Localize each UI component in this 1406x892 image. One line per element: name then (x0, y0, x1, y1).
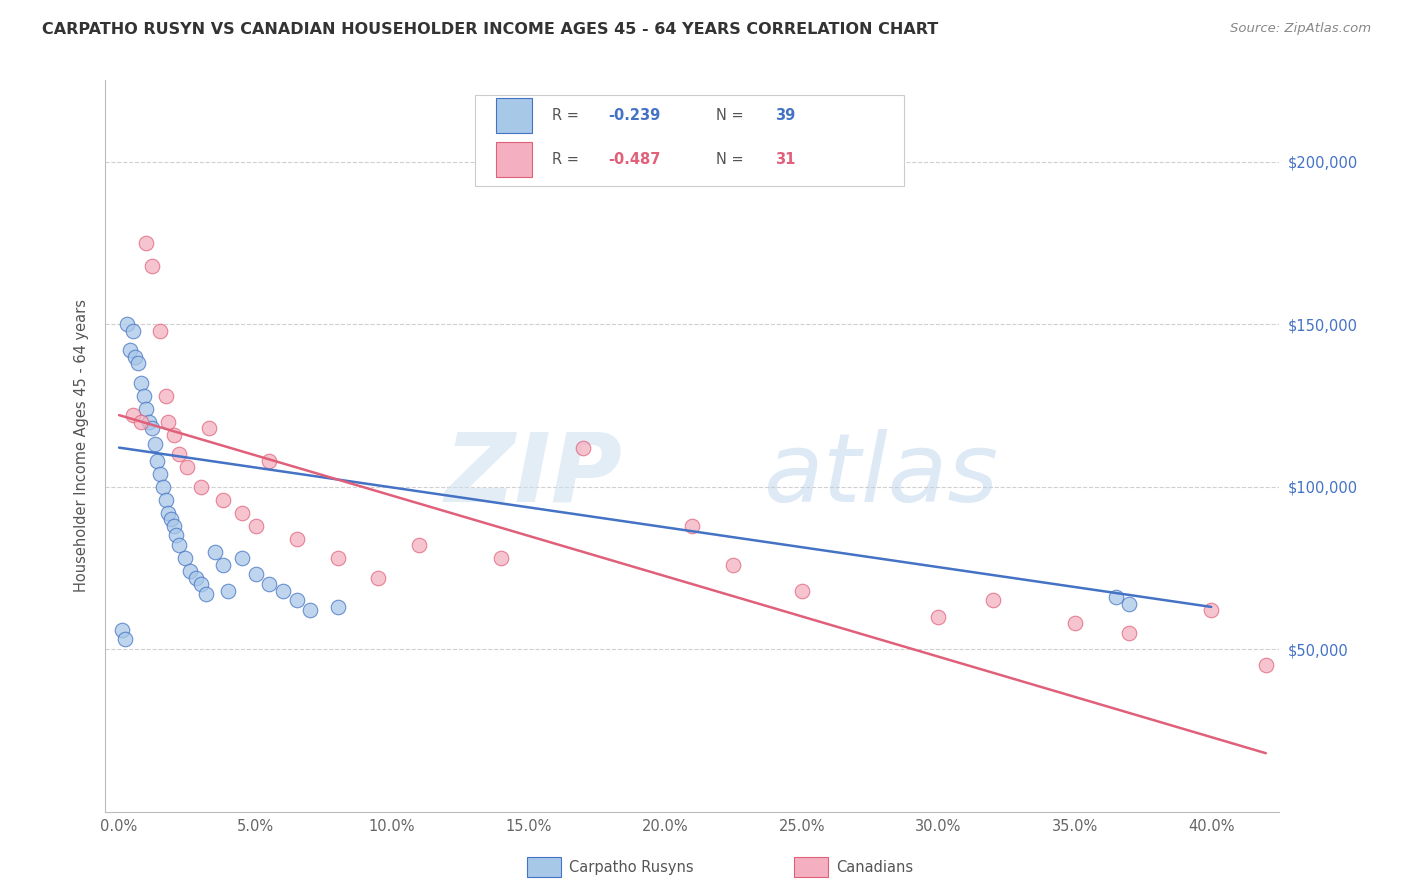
Point (118, 343, 141, 357)
Point (160, 512, 183, 526)
Point (141, 259, 163, 273)
Text: Canadians: Canadians (837, 860, 914, 874)
Point (124, 350, 146, 364)
Point (723, 558, 745, 572)
Point (245, 567, 267, 582)
Point (790, 583, 813, 598)
Point (285, 532, 308, 546)
Point (165, 528, 187, 542)
Text: -0.487: -0.487 (607, 153, 661, 167)
Point (117, 317, 139, 331)
Point (211, 558, 233, 572)
Point (259, 453, 281, 467)
Point (367, 571, 389, 585)
Point (155, 492, 177, 507)
Y-axis label: Householder Income Ages 45 - 64 years: Householder Income Ages 45 - 64 years (75, 300, 90, 592)
Point (167, 447, 190, 461)
Text: R =: R = (551, 108, 583, 123)
Point (143, 437, 166, 451)
Point (927, 609, 949, 624)
Point (146, 453, 169, 467)
Text: N =: N = (716, 108, 748, 123)
Text: 31: 31 (775, 153, 794, 167)
Point (141, 421, 163, 435)
Point (157, 506, 180, 520)
Point (195, 587, 218, 601)
Point (259, 577, 281, 591)
Point (1118, 626, 1140, 640)
Point (127, 356, 149, 370)
Point (184, 571, 207, 585)
Point (408, 538, 430, 552)
Text: atlas: atlas (763, 429, 998, 522)
Point (149, 467, 172, 481)
Point (271, 583, 294, 598)
Text: Carpatho Rusyns: Carpatho Rusyns (569, 860, 695, 874)
Point (157, 415, 180, 429)
Point (326, 551, 349, 566)
Point (121, 408, 143, 422)
Text: N =: N = (716, 153, 748, 167)
Point (1063, 616, 1085, 631)
Text: CARPATHO RUSYN VS CANADIAN HOUSEHOLDER INCOME AGES 45 - 64 YEARS CORRELATION CHA: CARPATHO RUSYN VS CANADIAN HOUSEHOLDER I… (42, 22, 938, 37)
Point (1199, 603, 1222, 617)
Text: ZIP: ZIP (444, 429, 621, 522)
Point (135, 235, 157, 250)
Point (190, 577, 212, 591)
Point (245, 518, 267, 533)
Point (1254, 658, 1277, 673)
Point (152, 480, 174, 494)
Point (135, 401, 157, 416)
Point (132, 389, 155, 403)
Point (981, 593, 1004, 607)
Point (190, 480, 212, 494)
Point (163, 427, 186, 442)
Point (121, 324, 143, 338)
Point (173, 551, 195, 566)
Point (204, 544, 226, 558)
Text: R =: R = (551, 153, 583, 167)
Text: -0.239: -0.239 (607, 108, 661, 123)
Point (491, 551, 513, 566)
Text: 39: 39 (775, 108, 794, 123)
Text: Source: ZipAtlas.com: Source: ZipAtlas.com (1230, 22, 1371, 36)
Point (149, 324, 172, 338)
FancyBboxPatch shape (475, 95, 904, 186)
Point (111, 623, 134, 637)
Point (129, 376, 152, 390)
Point (114, 632, 136, 647)
Point (176, 460, 198, 475)
FancyBboxPatch shape (496, 142, 531, 178)
Point (231, 551, 253, 566)
Point (231, 506, 253, 520)
Point (1104, 590, 1126, 604)
FancyBboxPatch shape (496, 98, 531, 133)
Point (163, 518, 186, 533)
Point (681, 518, 703, 533)
Point (198, 421, 221, 435)
Point (211, 492, 233, 507)
Point (326, 599, 349, 614)
Point (217, 583, 239, 598)
Point (138, 415, 160, 429)
Point (299, 603, 322, 617)
Point (155, 389, 177, 403)
Point (129, 415, 152, 429)
Point (167, 538, 190, 552)
Point (179, 564, 201, 578)
Point (1118, 597, 1140, 611)
Point (572, 441, 595, 455)
Point (285, 593, 308, 607)
